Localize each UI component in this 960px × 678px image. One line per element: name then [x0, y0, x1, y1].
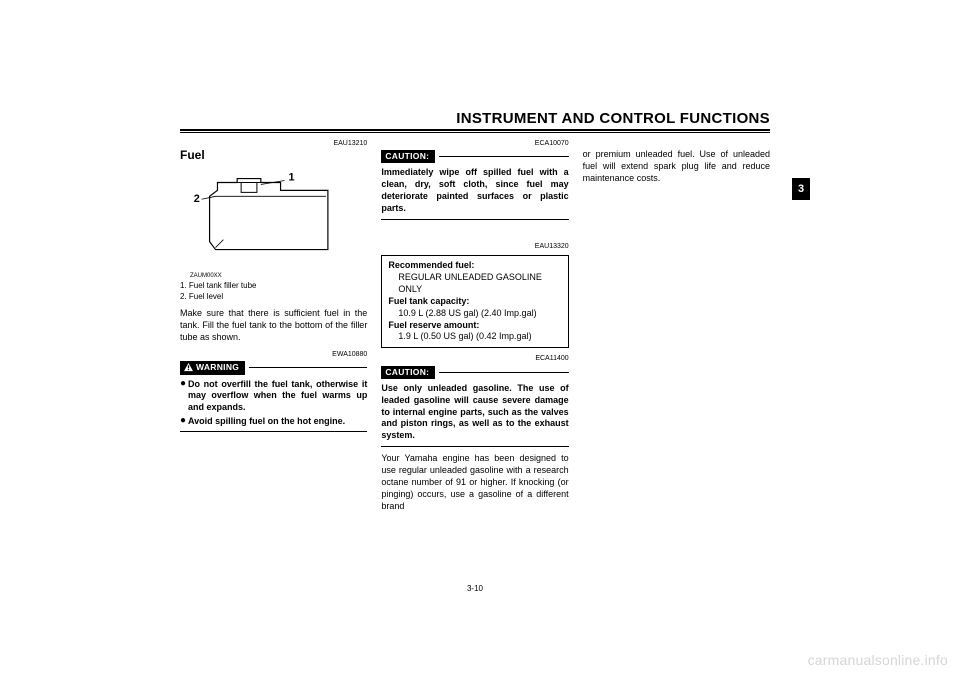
bullet-text: Avoid spilling fuel on the hot engine.: [188, 416, 367, 428]
ref-code: EAU13320: [381, 242, 568, 251]
warning-text: WARNING: [196, 362, 239, 373]
page-number: 3-10: [180, 584, 770, 593]
caution-row: CAUTION:: [381, 150, 568, 163]
warning-icon: [184, 363, 193, 372]
caution-label: CAUTION:: [381, 366, 435, 379]
caution-text: CAUTION:: [385, 367, 429, 378]
caution-label: CAUTION:: [381, 150, 435, 163]
spec-value: 10.9 L (2.88 US gal) (2.40 Imp.gal): [398, 308, 561, 320]
columns: EAU13210 Fuel 1 2: [180, 139, 770, 513]
section-title-fuel: Fuel: [180, 148, 367, 164]
notice-rule: [249, 367, 367, 368]
chapter-tab: 3: [792, 178, 810, 200]
caution-body: Use only unleaded gasoline. The use of l…: [381, 383, 568, 442]
rule: [381, 219, 568, 220]
spec-box: Recommended fuel: REGULAR UNLEADED GASOL…: [381, 255, 568, 348]
bullet-item: ●Do not overfill the fuel tank, otherwis…: [180, 379, 367, 415]
spec-value: 1.9 L (0.50 US gal) (0.42 Imp.gal): [398, 331, 561, 343]
notice-rule: [439, 156, 568, 157]
warning-bullets: ●Do not overfill the fuel tank, otherwis…: [180, 379, 367, 429]
content-area: INSTRUMENT AND CONTROL FUNCTIONS EAU1321…: [180, 110, 770, 513]
warning-row: WARNING: [180, 361, 367, 374]
bullet-text: Do not overfill the fuel tank, otherwise…: [188, 379, 367, 415]
bullet-item: ●Avoid spilling fuel on the hot engine.: [180, 416, 367, 428]
ref-code: EAU13210: [180, 139, 367, 148]
watermark: carmanualsonline.info: [808, 652, 948, 668]
body-text: Your Yamaha engine has been designed to …: [381, 453, 568, 512]
callout-1: 1: [288, 172, 294, 184]
spec-label: Fuel tank capacity:: [388, 296, 561, 308]
column-2: ECA10070 CAUTION: Immediately wipe off s…: [381, 139, 568, 513]
spec-label: Fuel reserve amount:: [388, 320, 561, 332]
figure-legend: 1. Fuel tank filler tube 2. Fuel level: [180, 281, 367, 303]
figure-code: ZAUM00XX: [190, 273, 367, 281]
rule: [180, 431, 367, 432]
caution-body: Immediately wipe off spilled fuel with a…: [381, 167, 568, 215]
ref-code: ECA10070: [381, 139, 568, 148]
caution-text: CAUTION:: [385, 151, 429, 162]
fuel-tank-figure: 1 2: [180, 170, 367, 265]
warning-label: WARNING: [180, 361, 245, 374]
spec-value: REGULAR UNLEADED GASOLINE ONLY: [398, 272, 561, 296]
column-3: or premium unleaded fuel. Use of unleade…: [583, 139, 770, 513]
chapter-title: INSTRUMENT AND CONTROL FUNCTIONS: [180, 110, 770, 131]
page: INSTRUMENT AND CONTROL FUNCTIONS EAU1321…: [0, 0, 960, 678]
chapter-tab-label: 3: [798, 183, 804, 195]
spec-label: Recommended fuel:: [388, 260, 561, 272]
column-1: EAU13210 Fuel 1 2: [180, 139, 367, 513]
legend-item-2: 2. Fuel level: [180, 292, 367, 303]
body-text: Make sure that there is sufficient fuel …: [180, 308, 367, 344]
ref-code: EWA10880: [180, 350, 367, 359]
rule: [381, 446, 568, 447]
notice-rule: [439, 372, 568, 373]
caution-row: CAUTION:: [381, 366, 568, 379]
ref-code: ECA11400: [381, 354, 568, 363]
body-text: or premium unleaded fuel. Use of unleade…: [583, 149, 770, 185]
legend-item-1: 1. Fuel tank filler tube: [180, 281, 367, 292]
callout-2: 2: [194, 193, 200, 205]
